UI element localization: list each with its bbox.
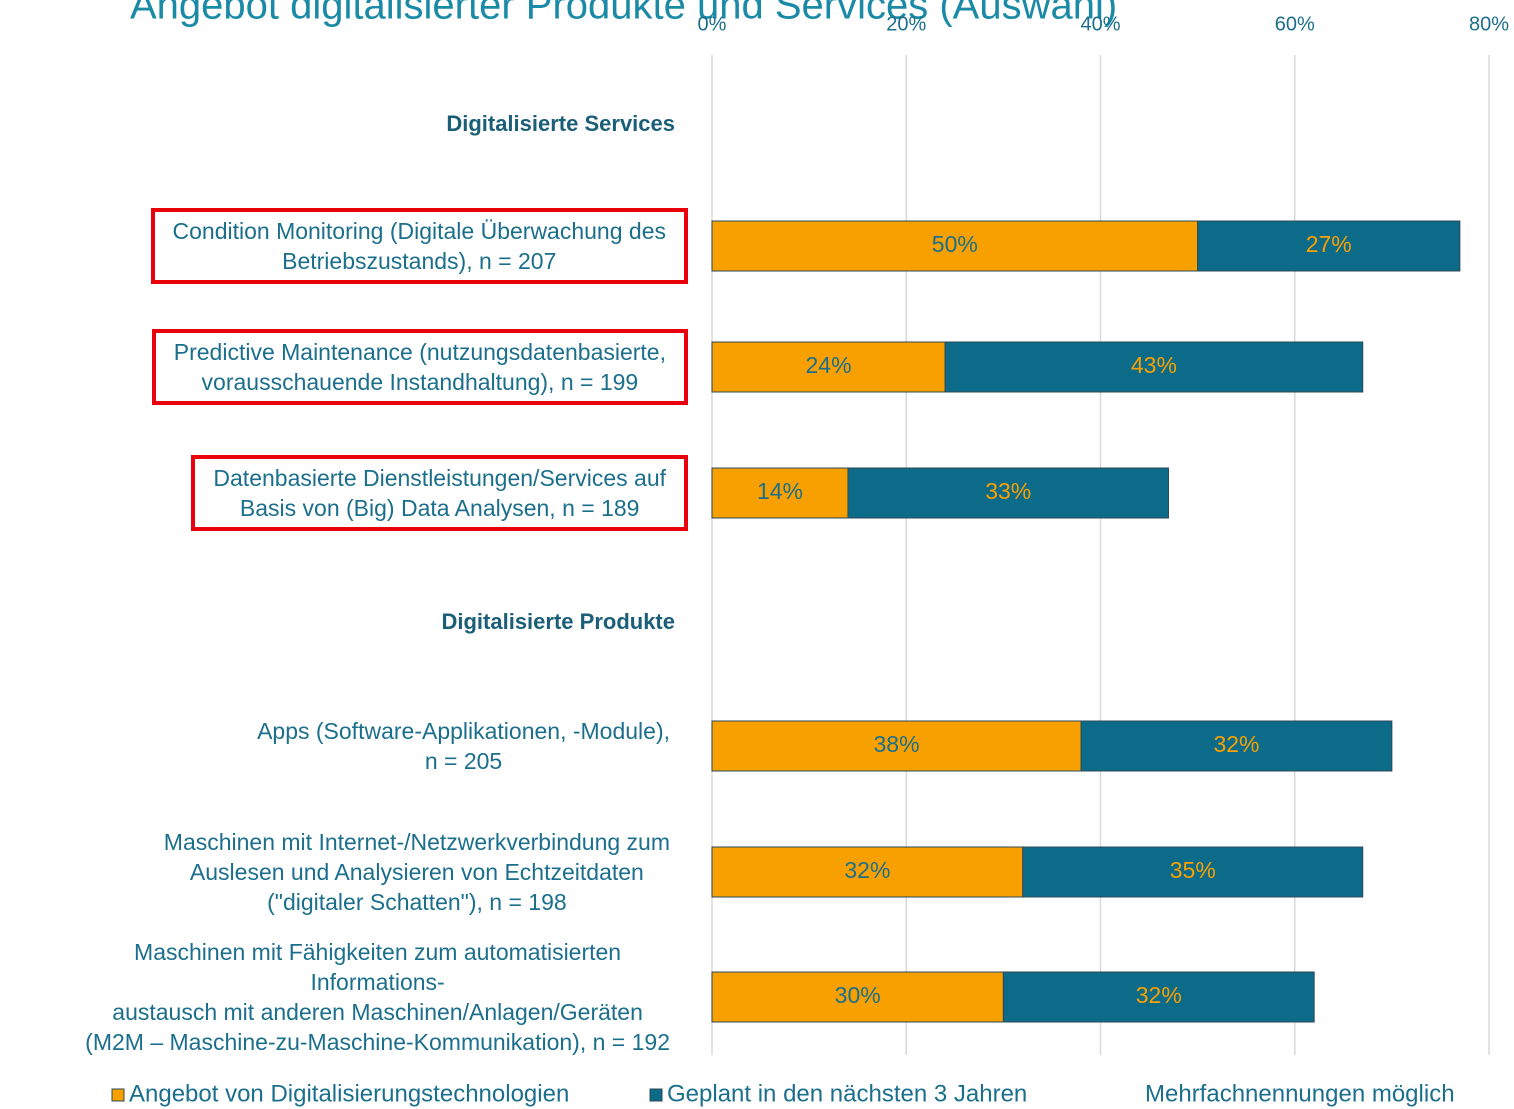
bar-segment (1002, 971, 1315, 1023)
note: Mehrfachnennungen möglich (1145, 1080, 1455, 1107)
value-label: 32% (844, 857, 890, 883)
bar-segment (711, 971, 1004, 1023)
bar-segment (847, 467, 1169, 519)
value-label: 27% (1306, 231, 1352, 257)
group-label: Digitalisierte Services (446, 111, 675, 136)
value-label: 24% (806, 352, 852, 378)
legend-swatch (111, 1088, 125, 1102)
category-label: Condition Monitoring (Digitale Überwachu… (150, 208, 688, 284)
x-tick-label: 80% (1469, 13, 1509, 35)
x-tick-label: 0% (698, 13, 727, 35)
bar-segment (944, 341, 1364, 393)
bar-segment (711, 720, 1082, 772)
bar-segment (711, 341, 946, 393)
value-label: 38% (874, 731, 920, 757)
bar-segment (711, 467, 849, 519)
bar-segment (1197, 220, 1461, 272)
category-label: Datenbasierte Dienstleistungen/Services … (191, 455, 688, 531)
category-label: Apps (Software-Applikationen, -Module), … (257, 718, 670, 774)
x-tick-label: 40% (1080, 13, 1120, 35)
x-tick-label: 60% (1275, 13, 1315, 35)
value-label: 50% (932, 231, 978, 257)
value-label: 30% (835, 982, 881, 1008)
value-label: 33% (985, 478, 1031, 504)
category-label: Maschinen mit Internet-/Netzwerkverbindu… (163, 829, 670, 915)
value-label: 35% (1170, 857, 1216, 883)
value-label: 32% (1136, 982, 1182, 1008)
value-label: 14% (757, 478, 803, 504)
group-label: Digitalisierte Produkte (441, 609, 675, 634)
value-label: 32% (1213, 731, 1259, 757)
category-label: Maschinen mit Fähigkeiten zum automatisi… (85, 939, 670, 1055)
legend-swatch (649, 1088, 663, 1102)
chart-title: Angebot digitalisierter Produkte und Ser… (130, 0, 1117, 28)
legend-label: Geplant in den nächsten 3 Jahren (667, 1080, 1027, 1107)
bar-segment (1022, 846, 1364, 898)
legend-label: Angebot von Digitalisierungstechnologien (129, 1080, 569, 1107)
value-label: 43% (1131, 352, 1177, 378)
category-label: Predictive Maintenance (nutzungsdatenbas… (151, 329, 688, 405)
x-tick-label: 20% (886, 13, 926, 35)
bar-segment (1080, 720, 1393, 772)
